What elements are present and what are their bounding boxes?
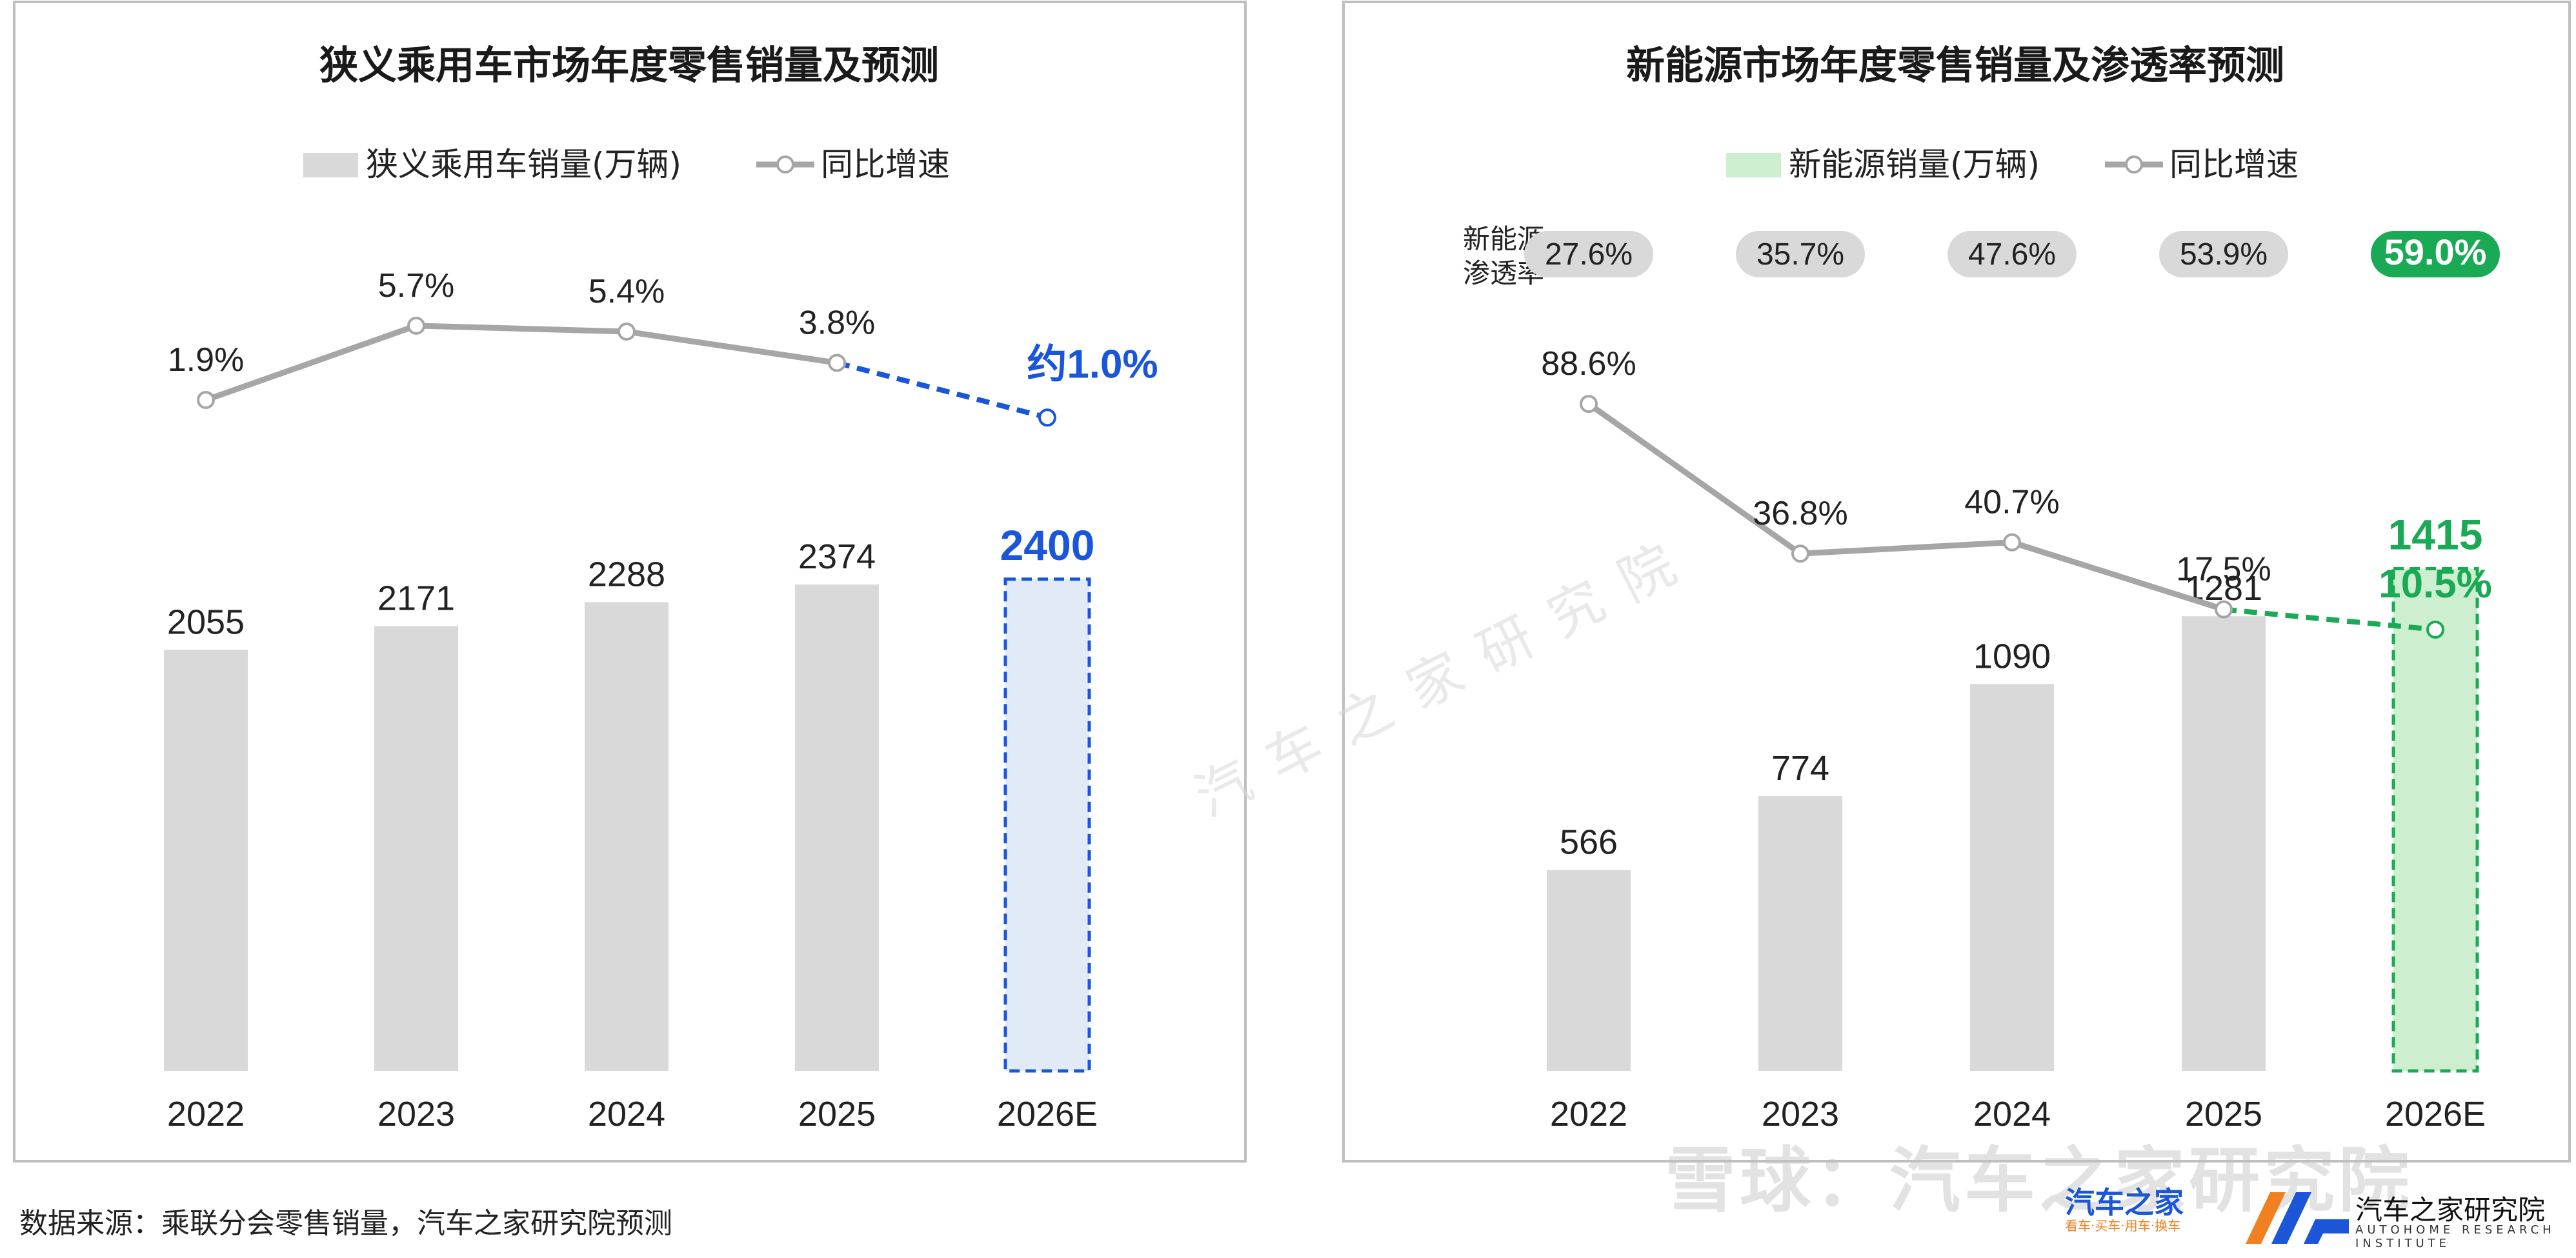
- left-growth-point: [197, 391, 215, 410]
- right-legend-bar-label: 新能源销量(万辆): [1789, 146, 2040, 183]
- left-bar-value-label: 2055: [167, 603, 245, 641]
- right-growth-point: [2215, 600, 2233, 619]
- left-bar-value-label: 2288: [588, 555, 665, 594]
- right-bar-value-label: 774: [1771, 749, 1829, 788]
- research-institute-icon: [2246, 1192, 2349, 1244]
- left-legend-bar-swatch: [303, 153, 358, 177]
- left-x-tick-label: 2025: [798, 1095, 876, 1133]
- autohome-logo-text: 汽车之家: [2065, 1185, 2184, 1220]
- left-bar: [795, 584, 879, 1071]
- xueqiu-watermark: 雪球：汽车之家研究院: [1665, 1139, 2413, 1222]
- left-growth-point: [407, 316, 425, 335]
- penetration-pill-label: 27.6%: [1545, 237, 1633, 272]
- penetration-pill-label: 47.6%: [1968, 237, 2056, 272]
- autohome-logo-slogan: 看车·买车·用车·换车: [2065, 1218, 2181, 1233]
- left-growth-label: 5.4%: [589, 273, 665, 310]
- right-growth-label: 40.7%: [1964, 484, 2059, 521]
- left-growth-label: 3.8%: [799, 304, 876, 341]
- right-x-tick-label: 2023: [1762, 1095, 1839, 1133]
- left-x-tick-label: 2023: [377, 1095, 455, 1133]
- penetration-pill: [1736, 231, 1865, 277]
- right-x-tick-label: 2024: [1973, 1095, 2051, 1133]
- right-growth-label: 10.5%: [2379, 562, 2492, 606]
- right-x-tick-label: 2025: [2185, 1095, 2262, 1133]
- right-growth-line-actual: [1587, 401, 2225, 612]
- left-x-axis: 2022 2023 2024 2025 2026E: [167, 1095, 1098, 1133]
- left-chart-title: 狭义乘用车市场年度零售销量及预测: [319, 43, 939, 88]
- left-x-tick-label: 2024: [588, 1095, 665, 1133]
- right-bar-value-label-forecast: 1415: [2388, 510, 2483, 558]
- left-growth-label: 约1.0%: [1027, 342, 1158, 386]
- right-chart: 新能源市场年度零售销量及渗透率预测 新能源销量(万辆) 同比增速 新能源 渗透率…: [1463, 43, 2500, 1133]
- right-growth-line: 88.6% 36.8% 40.7% 17.5% 10.5%: [1541, 345, 2492, 639]
- left-bar: [374, 626, 458, 1071]
- left-bar-value-label-forecast: 2400: [1000, 521, 1095, 569]
- research-institute-text: 汽车之家研究院: [2355, 1194, 2546, 1226]
- right-growth-label: 17.5%: [2176, 551, 2271, 588]
- penetration-pill: [2159, 231, 2288, 277]
- right-bar-value-label: 566: [1560, 823, 1618, 862]
- left-legend-line-marker: [776, 155, 794, 174]
- left-bar-value-label: 2171: [377, 579, 455, 617]
- right-x-tick-label: 2026E: [2385, 1095, 2486, 1133]
- left-bar-value-label: 2374: [798, 537, 876, 576]
- penetration-pill: [1947, 231, 2077, 277]
- left-chart: 狭义乘用车市场年度零售销量及预测 狭义乘用车销量(万辆) 同比增速 2055 21…: [164, 43, 1158, 1133]
- right-bar: [1970, 684, 2054, 1071]
- right-bar-value-label: 1090: [1973, 637, 2051, 675]
- research-institute-subtext: AUTOHOME RESEARCH INSTITUTE: [2355, 1223, 2555, 1250]
- right-bar: [2182, 616, 2266, 1071]
- right-legend-line-marker: [2125, 155, 2143, 174]
- autohome-logo: 汽车之家 看车·买车·用车·换车: [2065, 1187, 2200, 1233]
- left-bar: [585, 602, 669, 1071]
- right-bar: [1547, 870, 1631, 1071]
- penetration-pill-label: 59.0%: [2384, 232, 2487, 272]
- left-growth-point: [1038, 408, 1056, 427]
- left-growth-label: 1.9%: [168, 341, 245, 379]
- right-bar: [1758, 796, 1842, 1071]
- right-growth-point: [2426, 620, 2444, 639]
- right-growth-point: [2003, 533, 2021, 552]
- right-legend-line-label: 同比增速: [2169, 146, 2299, 183]
- penetration-pill-label: 35.7%: [1756, 237, 1844, 272]
- left-bar-forecast: [1003, 577, 1091, 1073]
- penetration-pill: [1524, 231, 1653, 277]
- right-bar-forecast: [2391, 566, 2479, 1073]
- left-legend-line-label: 同比增速: [821, 146, 950, 183]
- right-growth-label: 36.8%: [1753, 495, 1847, 532]
- left-growth-point: [828, 354, 846, 372]
- research-institute-logo: 汽车之家研究院 AUTOHOME RESEARCH INSTITUTE: [2246, 1187, 2568, 1250]
- right-legend-bar-swatch: [1726, 153, 1781, 177]
- penetration-pill-label: 53.9%: [2180, 237, 2268, 272]
- left-growth-label: 5.7%: [378, 267, 455, 305]
- left-x-tick-label: 2022: [167, 1095, 245, 1133]
- right-growth-point: [1791, 544, 1809, 563]
- right-x-axis: 2022 2023 2024 2025 2026E: [1550, 1095, 2486, 1133]
- left-growth-line-actual: [205, 323, 838, 403]
- left-growth-line: 1.9% 5.7% 5.4% 3.8% 约1.0%: [168, 267, 1158, 427]
- right-growth-line-forecast: [2223, 606, 2436, 632]
- data-source-note: 数据来源：乘联分会零售销量，汽车之家研究院预测: [19, 1207, 672, 1240]
- penetration-pill: [2371, 231, 2500, 277]
- right-legend: 新能源销量(万辆) 同比增速: [1726, 146, 2299, 183]
- right-growth-label: 88.6%: [1541, 345, 1636, 383]
- right-growth-point: [1580, 395, 1598, 414]
- left-growth-point: [618, 322, 636, 341]
- right-x-tick-label: 2022: [1550, 1095, 1627, 1133]
- left-legend: 狭义乘用车销量(万辆) 同比增速: [303, 146, 950, 183]
- left-legend-bar-label: 狭义乘用车销量(万辆): [366, 146, 681, 183]
- left-x-tick-label: 2026E: [997, 1095, 1098, 1133]
- left-growth-line-forecast: [836, 360, 1049, 421]
- left-bars: 2055 2171 2288 2374 2400: [164, 521, 1095, 1073]
- penetration-row: 27.6% 35.7% 47.6% 53.9% 59.0%: [1524, 231, 2500, 277]
- left-bar: [164, 650, 248, 1071]
- right-chart-title: 新能源市场年度零售销量及渗透率预测: [1626, 43, 2284, 88]
